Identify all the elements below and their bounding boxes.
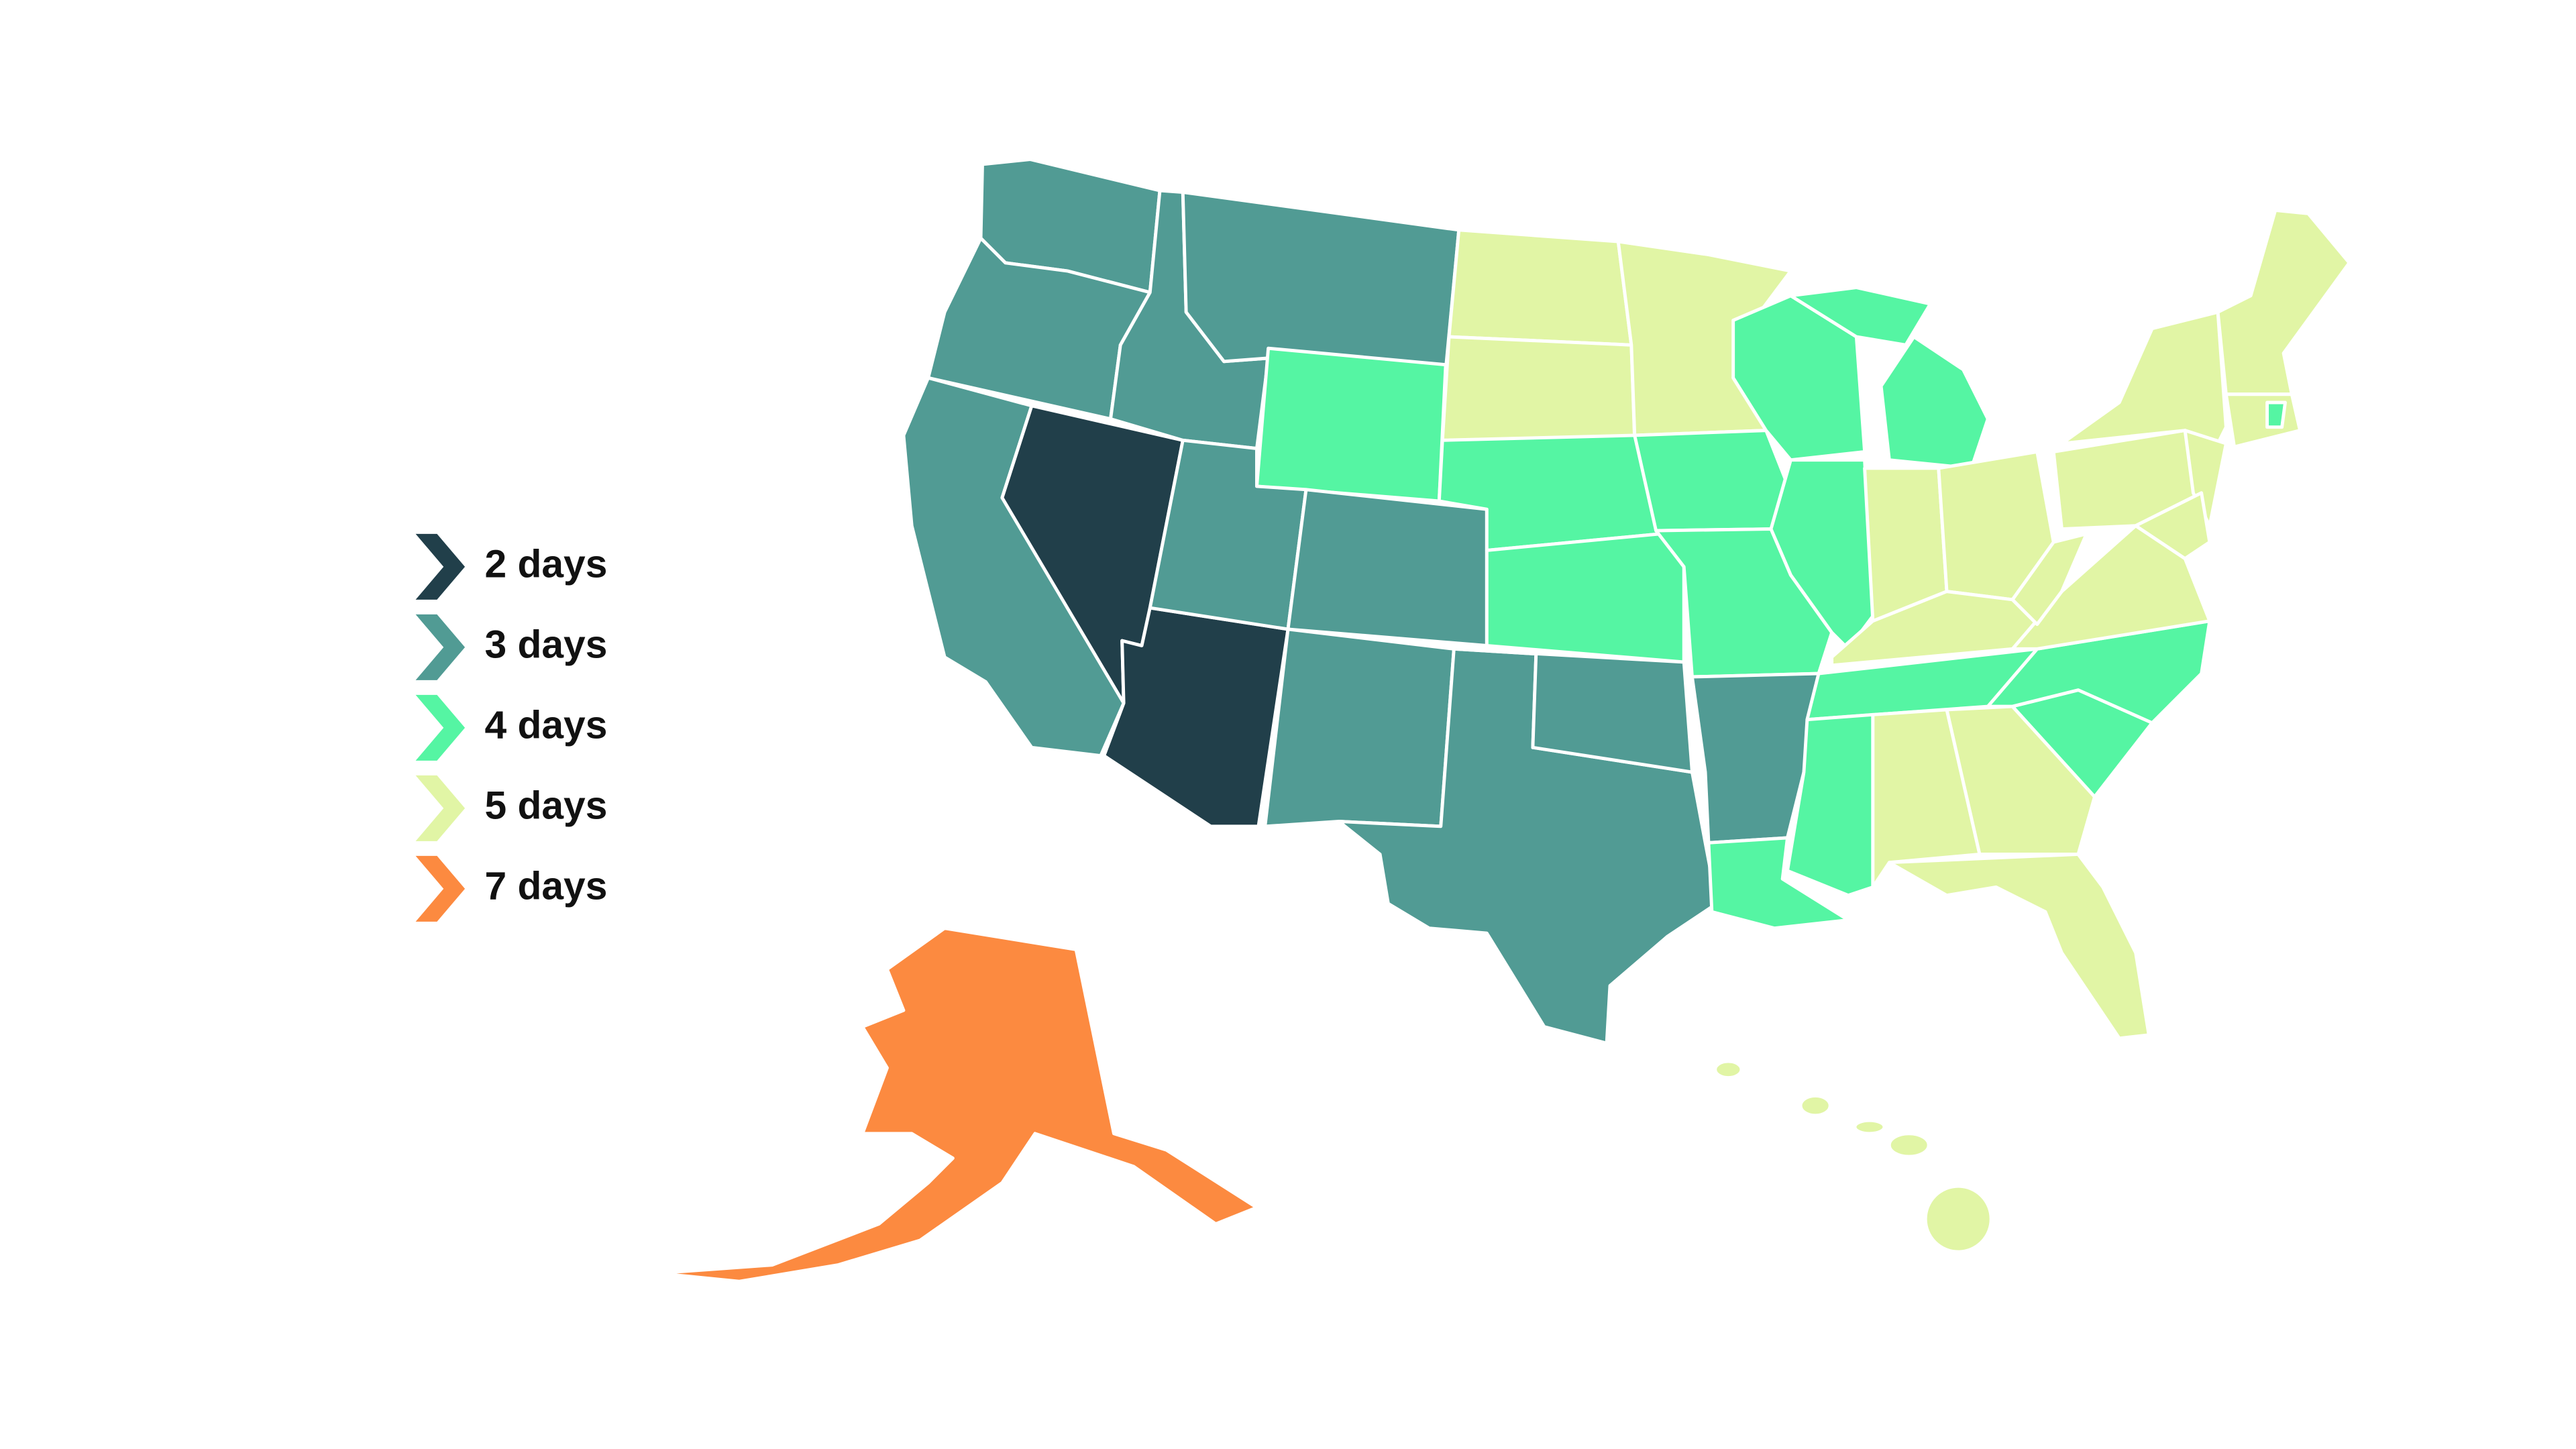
south-dakota — [1440, 335, 1637, 442]
legend-swatch — [415, 775, 466, 841]
hawaii-island — [1799, 1094, 1832, 1118]
alabama — [1871, 708, 1982, 889]
northern-new-england — [2216, 209, 2351, 396]
montana — [1181, 191, 1461, 372]
michigan-lower — [1879, 335, 1990, 470]
states — [655, 158, 2351, 1283]
michigan-upper — [1788, 286, 1932, 347]
legend-swatch — [415, 533, 466, 600]
new-mexico — [1263, 627, 1456, 828]
maryland-delaware — [2134, 491, 2212, 561]
rhode-island — [2265, 400, 2287, 429]
iowa — [1633, 429, 1792, 533]
legend-label: 4 days — [484, 703, 607, 747]
arizona — [1102, 606, 1290, 828]
new-jersey — [2183, 429, 2228, 528]
hawaii-island — [1853, 1118, 1886, 1136]
legend: 2 days 3 days 4 days 5 days 7 days — [415, 533, 607, 922]
legend-label: 2 days — [484, 542, 607, 586]
hawaii-island — [1713, 1059, 1743, 1079]
kansas — [1485, 532, 1686, 664]
north-dakota — [1447, 228, 1633, 347]
florida — [1887, 853, 2151, 1040]
alaska — [655, 926, 1258, 1283]
legend-label: 3 days — [484, 623, 607, 666]
west-virginia — [2010, 532, 2088, 627]
legend-swatch — [415, 855, 466, 922]
colorado — [1286, 488, 1489, 647]
hawaii-island — [1923, 1184, 1993, 1254]
legend-swatch — [415, 694, 466, 761]
wyoming — [1255, 346, 1448, 503]
legend-label: 7 days — [484, 864, 607, 908]
louisiana — [1707, 836, 1850, 930]
legend-label: 5 days — [484, 784, 607, 827]
southern-new-england — [2224, 392, 2302, 449]
hawaii-island — [1887, 1132, 1931, 1159]
legend-swatch — [415, 614, 466, 680]
